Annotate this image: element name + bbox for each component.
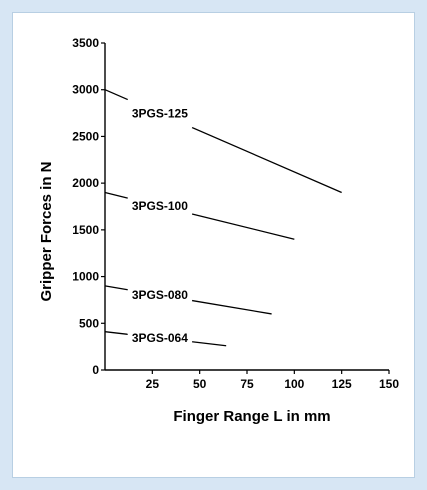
series-line-segment (191, 299, 272, 315)
x-tick-label: 150 (379, 377, 399, 391)
series-line-segment (104, 191, 128, 199)
chart-panel: 0 500 1000 1500 2000 2500 3000 3500 25 50 75 100 125… (12, 12, 415, 478)
gripper-force-chart: 0 500 1000 1500 2000 2500 3000 3500 25 50 75 100 125… (38, 36, 399, 425)
series-3pgs-125: 3PGS-125 (104, 89, 342, 194)
series-line-segment (104, 285, 128, 291)
series-3pgs-064: 3PGS-064 (104, 331, 227, 347)
y-tick-label: 3500 (72, 36, 99, 50)
y-tick-label: 3000 (72, 83, 99, 97)
series-line-segment (191, 213, 295, 240)
x-tick-label: 25 (146, 377, 160, 391)
series-line-segment (104, 89, 128, 101)
series-label: 3PGS-100 (132, 199, 188, 213)
series-line-segment (191, 126, 342, 194)
series-line-segment (192, 341, 227, 347)
series-label: 3PGS-064 (132, 331, 188, 345)
x-tick-label: 125 (332, 377, 352, 391)
x-tick-label: 100 (284, 377, 304, 391)
series-line-segment (104, 331, 128, 335)
series-3pgs-080: 3PGS-080 (104, 285, 272, 315)
y-tick-label: 2500 (72, 129, 99, 143)
series-group: 3PGS-125 3PGS-100 3PGS-080 3PGS-064 (104, 89, 342, 347)
x-tick-label: 75 (240, 377, 254, 391)
series-3pgs-100: 3PGS-100 (104, 191, 295, 240)
series-label: 3PGS-080 (132, 288, 188, 302)
y-tick-label: 0 (92, 363, 99, 377)
axes: 0 500 1000 1500 2000 2500 3000 3500 25 50 75 100 125… (72, 36, 399, 391)
y-tick-label: 500 (79, 316, 99, 330)
x-axis-title: Finger Range L in mm (173, 408, 330, 425)
y-tick-label: 1000 (72, 270, 99, 284)
y-tick-label: 1500 (72, 223, 99, 237)
y-axis-title: Gripper Forces in N (38, 161, 55, 301)
y-tick-label: 2000 (72, 176, 99, 190)
x-tick-label: 50 (193, 377, 207, 391)
series-label: 3PGS-125 (132, 107, 188, 121)
